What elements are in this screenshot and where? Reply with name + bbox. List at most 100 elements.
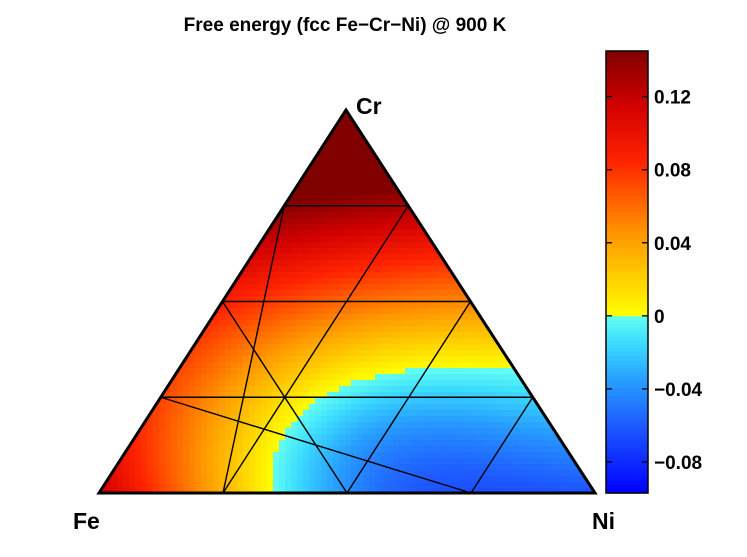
heatmap-cell — [417, 224, 424, 231]
colorbar-segment — [606, 324, 648, 329]
heatmap-cell — [201, 350, 208, 357]
heatmap-cell — [387, 272, 394, 279]
heatmap-cell — [483, 326, 490, 333]
heatmap-cell — [261, 320, 268, 327]
heatmap-cell — [351, 146, 358, 153]
heatmap-cell — [291, 428, 298, 435]
chart-title: Free energy (fcc Fe−Cr−Ni) @ 900 K — [184, 15, 507, 36]
heatmap-cell — [393, 254, 400, 261]
heatmap-cell — [453, 386, 460, 393]
heatmap-cell — [417, 236, 424, 243]
heatmap-cell — [381, 350, 388, 357]
heatmap-cell — [321, 242, 328, 249]
heatmap-cell — [321, 326, 328, 333]
heatmap-cell — [453, 290, 460, 297]
heatmap-cell — [285, 200, 292, 207]
heatmap-cell — [471, 452, 478, 459]
heatmap-cell — [381, 266, 388, 273]
heatmap-cell — [207, 338, 214, 345]
heatmap-cell — [207, 362, 214, 369]
heatmap-cell — [429, 488, 436, 493]
heatmap-cell — [471, 380, 478, 387]
heatmap-cell — [255, 308, 262, 315]
heatmap-cell — [381, 314, 388, 321]
heatmap-cell — [165, 404, 172, 411]
heatmap-cell — [357, 248, 364, 255]
heatmap-cell — [99, 470, 106, 477]
heatmap-cell — [357, 386, 364, 393]
heatmap-cell — [225, 452, 232, 459]
heatmap-cell — [339, 212, 346, 219]
heatmap-cell — [231, 338, 238, 345]
heatmap-cell — [489, 458, 496, 465]
heatmap-cell — [411, 200, 418, 207]
heatmap-cell — [411, 218, 418, 225]
heatmap-cell — [321, 152, 328, 159]
heatmap-cell — [315, 350, 322, 357]
heatmap-cell — [243, 458, 250, 465]
heatmap-cell — [291, 392, 298, 399]
heatmap-cell — [525, 392, 532, 399]
heatmap-cell — [399, 368, 406, 375]
colorbar-segment — [606, 404, 648, 410]
heatmap-cell — [153, 428, 160, 435]
heatmap-cell — [315, 206, 322, 213]
heatmap-cell — [297, 200, 304, 207]
heatmap-cell — [345, 218, 352, 225]
heatmap-cell — [243, 320, 250, 327]
heatmap-cell — [285, 452, 292, 459]
heatmap-cell — [573, 446, 580, 453]
heatmap-cell — [249, 470, 256, 477]
heatmap-cell — [255, 272, 262, 279]
colorbar-segment — [606, 356, 648, 361]
heatmap-cell — [231, 368, 238, 375]
heatmap-cell — [177, 488, 184, 493]
heatmap-cell — [441, 248, 448, 255]
heatmap-cell — [195, 344, 202, 351]
heatmap-cell — [333, 404, 340, 411]
heatmap-cell — [303, 374, 310, 381]
heatmap-cell — [213, 470, 220, 477]
heatmap-cell — [513, 428, 520, 435]
heatmap-cell — [219, 392, 226, 399]
heatmap-cell — [327, 236, 334, 243]
heatmap-cell — [357, 476, 364, 483]
heatmap-cell — [255, 230, 262, 237]
heatmap-cell — [519, 470, 526, 477]
heatmap-cell — [345, 230, 352, 237]
heatmap-cell — [237, 404, 244, 411]
heatmap-cell — [489, 368, 496, 375]
heatmap-cell — [417, 242, 424, 249]
heatmap-cell — [387, 356, 394, 363]
heatmap-cell — [393, 242, 400, 249]
heatmap-cell — [417, 482, 424, 489]
heatmap-cell — [369, 416, 376, 423]
heatmap-cell — [417, 374, 424, 381]
heatmap-cell — [417, 422, 424, 429]
heatmap-cell — [375, 236, 382, 243]
heatmap-cell — [477, 302, 484, 309]
heatmap-cell — [387, 314, 394, 321]
heatmap-cell — [363, 314, 370, 321]
heatmap-cell — [297, 380, 304, 387]
heatmap-cell — [429, 386, 436, 393]
heatmap-cell — [357, 200, 364, 207]
heatmap-cell — [249, 434, 256, 441]
heatmap-cell — [363, 470, 370, 477]
heatmap-cell — [189, 476, 196, 483]
heatmap-cell — [573, 440, 580, 447]
heatmap-cell — [393, 194, 400, 201]
colorbar-segment — [606, 432, 648, 438]
heatmap-cell — [279, 254, 286, 261]
heatmap-cell — [411, 392, 418, 399]
heatmap-cell — [279, 230, 286, 237]
heatmap-cell — [399, 254, 406, 261]
colorbar-segment — [606, 203, 648, 209]
heatmap-cell — [435, 314, 442, 321]
heatmap-cell — [495, 362, 502, 369]
heatmap-cell — [339, 440, 346, 447]
heatmap-cell — [429, 302, 436, 309]
heatmap-cell — [381, 416, 388, 423]
heatmap-cell — [321, 254, 328, 261]
heatmap-cell — [231, 386, 238, 393]
